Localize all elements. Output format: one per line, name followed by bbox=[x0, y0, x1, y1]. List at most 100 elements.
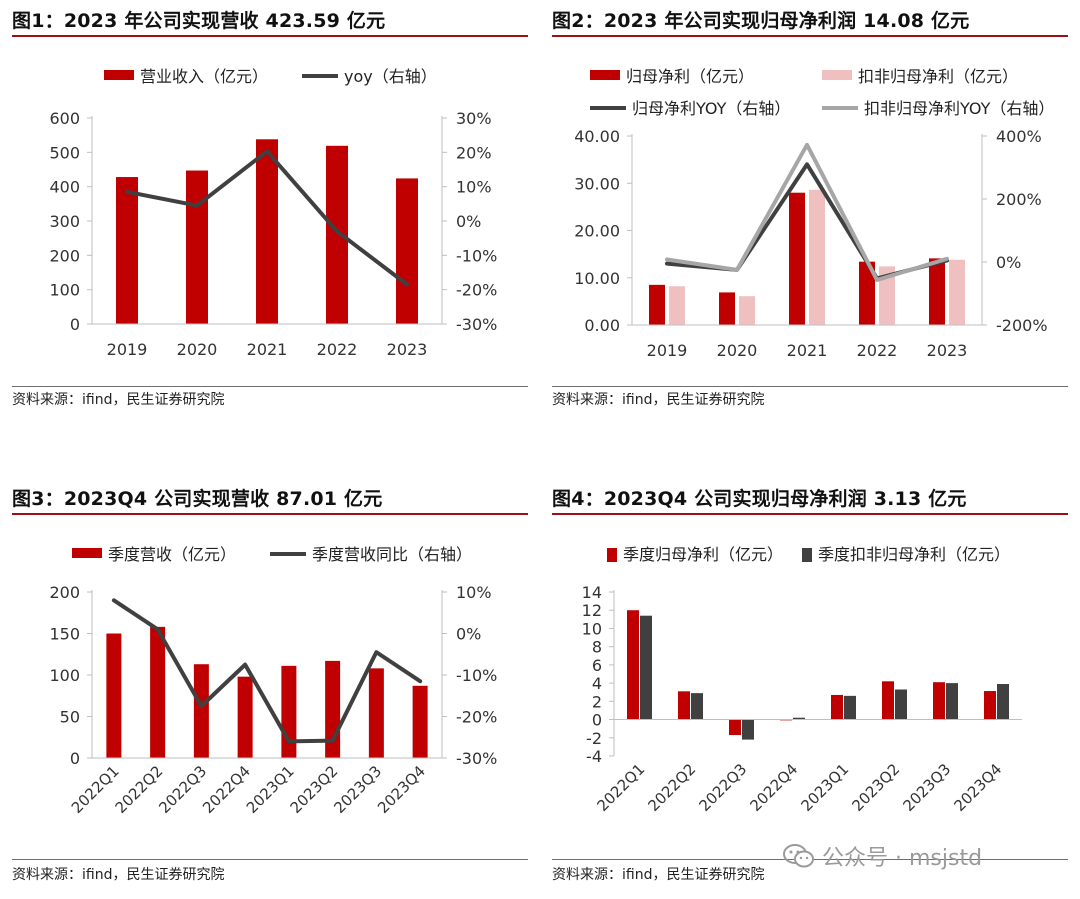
bar-2-2022Q3 bbox=[742, 719, 754, 740]
y-left-tick-label: 4 bbox=[592, 674, 602, 693]
figure-2-top-rule bbox=[552, 35, 1068, 37]
bar-1-2019 bbox=[116, 177, 138, 324]
x-tick-label: 2022Q3 bbox=[696, 760, 751, 815]
figure-3-bottom-rule bbox=[12, 859, 528, 860]
bar-2-2023Q1 bbox=[844, 695, 856, 720]
figure-2-panel: 图2：2023 年公司实现归母净利润 14.08 亿元 归母净利（亿元） 扣非归母… bbox=[552, 6, 1068, 416]
y-left-tick-label: 0 bbox=[70, 749, 80, 768]
legend-label-2: 季度营收同比（右轴） bbox=[312, 545, 472, 564]
y-left-tick-label: 20.00 bbox=[574, 222, 620, 241]
y-right-tick-label: -10% bbox=[456, 666, 497, 685]
bar-1-2020 bbox=[719, 292, 735, 325]
y-left-tick-label: 14 bbox=[582, 583, 602, 602]
x-tick-label: 2023Q4 bbox=[374, 762, 429, 817]
figure-1-top-rule bbox=[12, 35, 528, 37]
x-tick-label: 2020 bbox=[177, 340, 218, 359]
legend-label-1: 归母净利YOY（右轴） bbox=[632, 99, 790, 118]
y-left-tick-label: 12 bbox=[582, 601, 602, 620]
bar-2-2019 bbox=[669, 286, 685, 325]
bar-1-2022Q4 bbox=[237, 676, 253, 758]
bar-2-2023Q4 bbox=[997, 684, 1009, 720]
line-series-4 bbox=[665, 142, 949, 282]
line-series-2 bbox=[125, 149, 409, 287]
figure-4-top-rule bbox=[552, 513, 1068, 515]
figure-3-chart: 季度营收（亿元） 季度营收同比（右轴） 0 50 100 150 200 -30% -20% -1… bbox=[49, 545, 497, 817]
y-right-tick-label: -20% bbox=[456, 708, 497, 727]
bar-1-2021 bbox=[789, 192, 805, 325]
x-tick-label: 2022Q2 bbox=[112, 762, 167, 817]
y-left-tick-label: 0 bbox=[592, 711, 602, 730]
bar-1-2022 bbox=[326, 145, 348, 324]
y-left-tick-label: 0 bbox=[70, 315, 80, 334]
legend-label-1: 归母净利（亿元） bbox=[626, 67, 754, 86]
legend-label-2: yoy（右轴） bbox=[344, 67, 437, 86]
bar-1-2022 bbox=[859, 261, 875, 325]
x-tick-label: 2022Q1 bbox=[68, 762, 123, 817]
bar-1-2023 bbox=[929, 258, 945, 325]
bar-2-2022Q1 bbox=[640, 615, 652, 720]
line-series-2 bbox=[111, 598, 423, 744]
bar-1-2022Q1 bbox=[627, 610, 639, 720]
figure-4-panel: 图4：2023Q4 公司实现归母净利润 3.13 亿元 季度归母净利（亿元） 季度… bbox=[552, 484, 1068, 894]
y-right-tick-label: 0% bbox=[996, 253, 1021, 272]
y-left-tick-label: 30.00 bbox=[574, 174, 620, 193]
bar-1-2021 bbox=[256, 139, 278, 324]
x-tick-label: 2022Q1 bbox=[594, 760, 649, 815]
figure-4-source: 资料来源：ifind，民生证券研究院 bbox=[552, 867, 765, 883]
bar-2-2023Q2 bbox=[895, 689, 907, 720]
y-left-tick-label: 8 bbox=[592, 638, 602, 657]
legend-swatch-1 bbox=[72, 548, 102, 558]
y-left-tick-label: -4 bbox=[586, 747, 602, 766]
bar-1-2022Q2 bbox=[678, 691, 690, 720]
y-left-tick-label: 40.00 bbox=[574, 127, 620, 146]
legend-label-2: 季度扣非归母净利（亿元） bbox=[818, 545, 1010, 564]
bar-1-2023Q1 bbox=[831, 694, 843, 720]
y-right-tick-label: 0% bbox=[456, 625, 481, 644]
y-left-tick-label: 10.00 bbox=[574, 269, 620, 288]
legend-label-1: 营业收入（亿元） bbox=[140, 67, 268, 86]
figure-3-top-rule bbox=[12, 513, 528, 515]
legend-swatch-1 bbox=[590, 70, 620, 80]
legend-label-1: 季度归母净利（亿元） bbox=[623, 545, 783, 564]
figure-1-source: 资料来源：ifind，民生证券研究院 bbox=[12, 392, 225, 408]
bar-1-2019 bbox=[649, 284, 665, 325]
y-left-tick-label: 100 bbox=[49, 666, 80, 685]
y-left-tick-label: 200 bbox=[49, 583, 80, 602]
legend-swatch-2 bbox=[802, 548, 812, 562]
x-tick-label: 2023Q3 bbox=[900, 760, 955, 815]
x-tick-label: 2022Q4 bbox=[747, 760, 802, 815]
x-tick-label: 2020 bbox=[717, 341, 758, 360]
figure-3-panel: 图3：2023Q4 公司实现营收 87.01 亿元 季度营收（亿元） 季度营收同比… bbox=[12, 484, 528, 894]
y-right-tick-label: 0% bbox=[456, 212, 481, 231]
x-tick-label: 2023 bbox=[927, 341, 968, 360]
figure-3-title: 图3：2023Q4 公司实现营收 87.01 亿元 bbox=[12, 488, 383, 510]
bar-2-2020 bbox=[739, 296, 755, 325]
bar-2-2022Q4 bbox=[793, 717, 805, 720]
y-left-tick-label: -2 bbox=[586, 729, 602, 748]
y-left-tick-label: 50 bbox=[60, 708, 80, 727]
x-tick-label: 2023Q1 bbox=[798, 760, 853, 815]
legend-label-1: 季度营收（亿元） bbox=[108, 545, 236, 564]
x-tick-label: 2023Q2 bbox=[849, 760, 904, 815]
bar-1-2023 bbox=[396, 178, 418, 324]
figure-2-title: 图2：2023 年公司实现归母净利润 14.08 亿元 bbox=[552, 10, 970, 32]
y-right-tick-label: -20% bbox=[456, 281, 497, 300]
bar-1-2022Q3 bbox=[729, 719, 741, 736]
x-tick-label: 2023Q3 bbox=[330, 762, 385, 817]
x-tick-label: 2021 bbox=[247, 340, 288, 359]
bar-1-2023Q4 bbox=[412, 685, 428, 758]
figure-2-source: 资料来源：ifind，民生证券研究院 bbox=[552, 392, 765, 408]
bar-1-2023Q3 bbox=[933, 682, 945, 720]
bar-1-2023Q2 bbox=[882, 681, 894, 720]
legend-label-2: 扣非归母净利（亿元） bbox=[858, 67, 1018, 86]
y-left-tick-label: 0.00 bbox=[584, 316, 620, 335]
bar-2-2023 bbox=[949, 259, 965, 325]
y-right-tick-label: 10% bbox=[456, 583, 492, 602]
legend-swatch-2 bbox=[822, 70, 852, 80]
y-right-tick-label: 30% bbox=[456, 109, 492, 128]
figure-4-title: 图4：2023Q4 公司实现归母净利润 3.13 亿元 bbox=[552, 488, 967, 510]
bar-1-2022Q1 bbox=[106, 633, 122, 758]
figure-1-panel: 图1：2023 年公司实现营收 423.59 亿元 营业收入（亿元） yoy（右轴… bbox=[12, 6, 528, 416]
bar-1-2023Q3 bbox=[368, 668, 384, 758]
